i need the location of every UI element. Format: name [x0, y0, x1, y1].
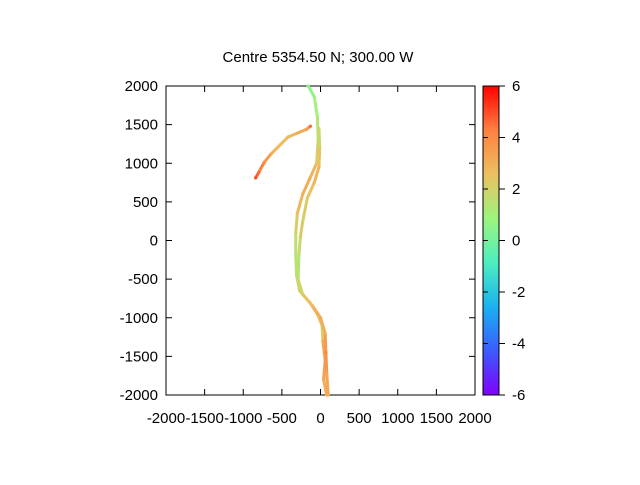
track-segment [301, 196, 309, 223]
x-tick-label: 2000 [458, 410, 491, 427]
track-segment [294, 254, 299, 277]
track-segment [301, 293, 315, 308]
y-tick-label: -1500 [120, 348, 158, 365]
track-segment [262, 152, 273, 164]
data-point [304, 127, 309, 131]
data-point [325, 370, 329, 374]
chart-title: Centre 5354.50 N; 300.00 W [223, 49, 415, 66]
data-point [306, 84, 310, 88]
colorbar-tick-label: -2 [512, 284, 525, 301]
data-point [312, 95, 316, 99]
y-tick-label: 0 [150, 233, 158, 250]
track-segment [296, 254, 301, 281]
data-layer [254, 84, 330, 397]
x-tick-label: -2000 [147, 410, 185, 427]
track-segment [323, 331, 328, 355]
data-point [254, 176, 258, 180]
track-segment [257, 160, 266, 175]
y-tick-label: -1000 [120, 310, 158, 327]
colorbar-tick-label: 6 [512, 78, 520, 95]
data-point [308, 124, 313, 128]
x-tick-label: 1000 [381, 410, 414, 427]
data-point [298, 235, 303, 239]
colorbar-tick-label: 0 [512, 233, 520, 250]
data-point [318, 146, 322, 150]
data-point [305, 196, 309, 200]
track-segment [312, 95, 319, 119]
track-segment [319, 316, 327, 335]
track-segment [315, 138, 320, 165]
data-point [297, 254, 301, 258]
x-tick-label: -1000 [224, 410, 262, 427]
data-point [294, 254, 298, 258]
data-point [294, 231, 298, 235]
y-tick-label: 2000 [125, 78, 158, 95]
data-point [317, 165, 321, 169]
data-point [308, 177, 312, 181]
data-point [262, 160, 266, 165]
track-segment [301, 177, 312, 196]
track-segment [294, 211, 299, 235]
track-segment [311, 304, 322, 320]
x-tick-label: 0 [316, 410, 324, 427]
data-point [318, 316, 323, 320]
colorbar-tick-label: -4 [512, 336, 525, 353]
colorbar-tick-label: 2 [512, 181, 520, 198]
x-tick-label: -500 [267, 410, 297, 427]
data-point [312, 180, 316, 185]
data-point [301, 192, 305, 196]
y-tick-label: 1000 [125, 155, 158, 172]
data-point [257, 170, 261, 175]
data-point [311, 304, 315, 308]
track-segment [308, 161, 319, 181]
data-point [278, 143, 282, 147]
track-segment [298, 219, 305, 239]
y-tick-label: 1500 [125, 117, 158, 134]
data-point [315, 115, 320, 119]
data-point [326, 393, 330, 397]
track-segment [324, 351, 329, 374]
y-tick-label: 500 [133, 194, 158, 211]
track-segment [305, 181, 316, 200]
x-tick-label: -1500 [185, 410, 223, 427]
data-point [321, 377, 326, 382]
data-point [295, 211, 299, 216]
track-segment [317, 146, 322, 169]
track-segment [296, 277, 305, 297]
x-tick-label: 500 [347, 410, 372, 427]
colorbar-tick-label: 4 [512, 130, 520, 147]
track-segment [325, 370, 330, 397]
track-segment [306, 84, 316, 99]
data-point [301, 219, 305, 223]
data-point [317, 126, 321, 131]
data-point [324, 350, 328, 355]
track-segment [295, 127, 309, 135]
track-segment [317, 126, 322, 150]
track-segment [286, 131, 299, 139]
track-segment [312, 165, 321, 185]
colorbar-axis: 6 4 2 0 -2 -4 -6 [483, 78, 525, 404]
x-tick-label: 1500 [420, 410, 453, 427]
track-segment [278, 135, 290, 147]
data-point [301, 292, 305, 297]
y-tick-label: -500 [128, 271, 158, 288]
track-segment [322, 378, 329, 397]
data-point [296, 277, 300, 281]
data-point [286, 135, 290, 139]
y-tick-label: -2000 [120, 387, 158, 404]
track-segment [297, 235, 302, 258]
data-point [323, 331, 327, 335]
data-point [315, 161, 319, 165]
y-axis: 2000 1500 1000 500 0 -500 -1000 -1500 -2000 [120, 78, 475, 404]
data-point [269, 152, 273, 156]
track-segment [295, 192, 305, 215]
colorbar-tick-label: -6 [512, 387, 525, 404]
x-axis: -2000 -1500 -1000 -500 0 500 1000 1500 2000 [147, 86, 492, 427]
data-point [321, 339, 325, 343]
track-segment [269, 143, 282, 156]
data-point [295, 131, 299, 135]
